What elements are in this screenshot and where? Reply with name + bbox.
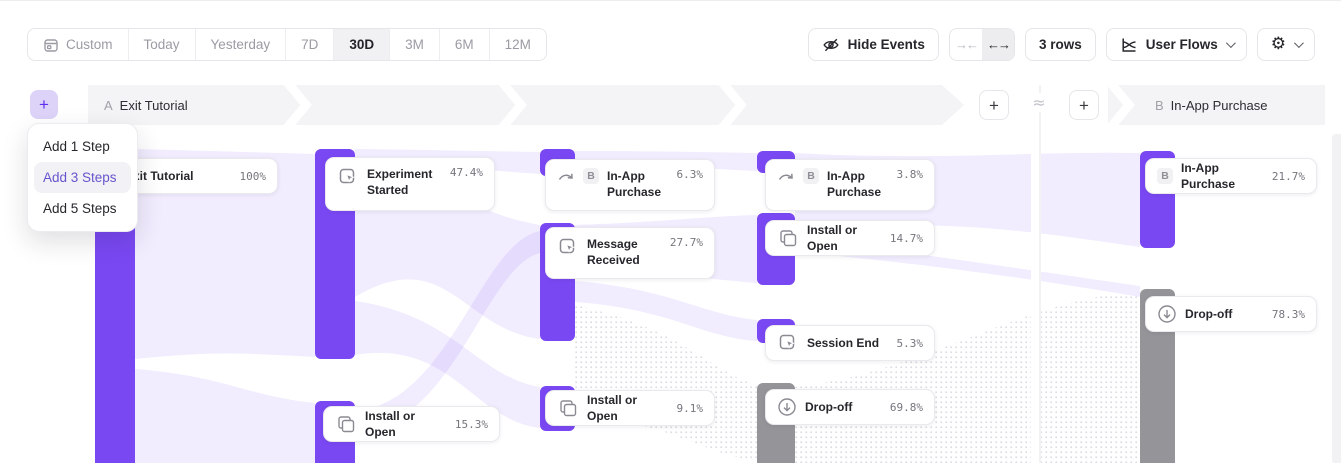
b-step-badge: B — [1157, 168, 1173, 184]
add-step-menu: Add 1 Step Add 3 Steps Add 5 Steps — [27, 123, 138, 232]
event-cursor-icon — [777, 332, 799, 354]
flow-node-message-received[interactable]: Message Received 27.7% — [545, 227, 715, 279]
user-flows-icon — [1122, 38, 1136, 52]
skip-arrow-icon — [557, 168, 575, 186]
add-step-button-active[interactable]: + — [30, 90, 58, 119]
b-step-badge: B — [803, 168, 819, 184]
add-step-button-after-a[interactable]: + — [979, 90, 1009, 120]
date-range-control: Custom Today Yesterday 7D 30D 3M 6M 12M — [27, 28, 547, 61]
flow-node-experiment-started[interactable]: Experiment Started 47.4% — [325, 157, 495, 211]
flow-node-drop-off-b[interactable]: Drop-off 78.3% — [1145, 296, 1317, 332]
step-badge-b: B — [1155, 97, 1164, 113]
step-band-a-title: A Exit Tutorial — [104, 85, 188, 125]
step-band-b-title: B In-App Purchase — [1155, 85, 1268, 125]
date-range-3m[interactable]: 3M — [389, 29, 439, 60]
menu-item-add-3-steps[interactable]: Add 3 Steps — [34, 162, 131, 193]
view-selector-button[interactable]: User Flows — [1105, 28, 1247, 61]
chevron-down-icon — [1225, 38, 1236, 49]
expand-columns-button[interactable]: ←→ — [981, 29, 1014, 60]
drop-off-icon — [777, 397, 797, 417]
drop-off-icon — [1157, 304, 1177, 324]
date-range-today[interactable]: Today — [127, 29, 195, 60]
app-open-icon — [335, 413, 357, 435]
b-step-badge: B — [583, 168, 599, 184]
settings-button[interactable]: ⚙ — [1256, 28, 1315, 61]
event-cursor-icon — [337, 166, 359, 188]
flow-node-exit-tutorial[interactable]: Exit Tutorial 100% — [113, 158, 278, 194]
step-badge-a: A — [104, 97, 113, 113]
collapse-columns-button[interactable]: →← — [954, 37, 979, 52]
flow-node-in-app-purchase-4[interactable]: B In-App Purchase 3.8% — [765, 159, 935, 211]
flow-node-install-or-open-3[interactable]: Install or Open 9.1% — [545, 390, 715, 426]
date-range-7d[interactable]: 7D — [285, 29, 333, 60]
flow-node-install-or-open-2[interactable]: Install or Open 15.3% — [323, 406, 500, 442]
gear-icon: ⚙ — [1270, 34, 1286, 54]
section-gap — [1031, 85, 1041, 463]
menu-item-add-1-step[interactable]: Add 1 Step — [43, 139, 110, 154]
skip-arrow-icon — [777, 168, 795, 186]
scroll-edge-strip — [1332, 134, 1341, 463]
flow-node-drop-off-4[interactable]: Drop-off 69.8% — [765, 389, 935, 425]
date-range-12m[interactable]: 12M — [488, 29, 546, 60]
date-range-6m[interactable]: 6M — [438, 29, 489, 60]
hide-events-button[interactable]: Hide Events — [807, 28, 939, 61]
event-cursor-icon — [557, 236, 579, 258]
menu-item-add-5-steps[interactable]: Add 5 Steps — [43, 201, 117, 216]
rows-button[interactable]: 3 rows — [1024, 28, 1096, 61]
step-band-b — [1108, 85, 1325, 125]
date-range-custom[interactable]: Custom — [28, 29, 128, 60]
flow-node-in-app-purchase-b[interactable]: B In-App Purchase 21.7% — [1145, 158, 1317, 194]
add-step-button-before-b[interactable]: + — [1069, 90, 1099, 120]
calendar-icon — [44, 38, 58, 52]
approx-symbol: ≈ — [1029, 93, 1049, 112]
app-open-icon — [777, 227, 799, 249]
step-band-a — [88, 85, 964, 125]
flow-node-session-end[interactable]: Session End 5.3% — [765, 325, 935, 361]
step-title-a: Exit Tutorial — [119, 97, 188, 113]
chevron-down-icon — [1293, 38, 1304, 49]
flow-node-in-app-purchase-3[interactable]: B In-App Purchase 6.3% — [545, 159, 715, 211]
date-range-30d[interactable]: 30D — [333, 29, 390, 60]
date-range-label: Custom — [66, 37, 113, 52]
flow-node-install-or-open-4[interactable]: Install or Open 14.7% — [765, 220, 935, 256]
step-title-b: In-App Purchase — [1170, 97, 1268, 113]
toolbar-right: Hide Events →← ←→ 3 rows User Flows ⚙ — [807, 28, 1315, 61]
app-open-icon — [557, 397, 579, 419]
date-range-yesterday[interactable]: Yesterday — [194, 29, 286, 60]
flow-width-toggle: →← ←→ — [948, 28, 1015, 61]
eye-off-icon — [823, 38, 839, 51]
